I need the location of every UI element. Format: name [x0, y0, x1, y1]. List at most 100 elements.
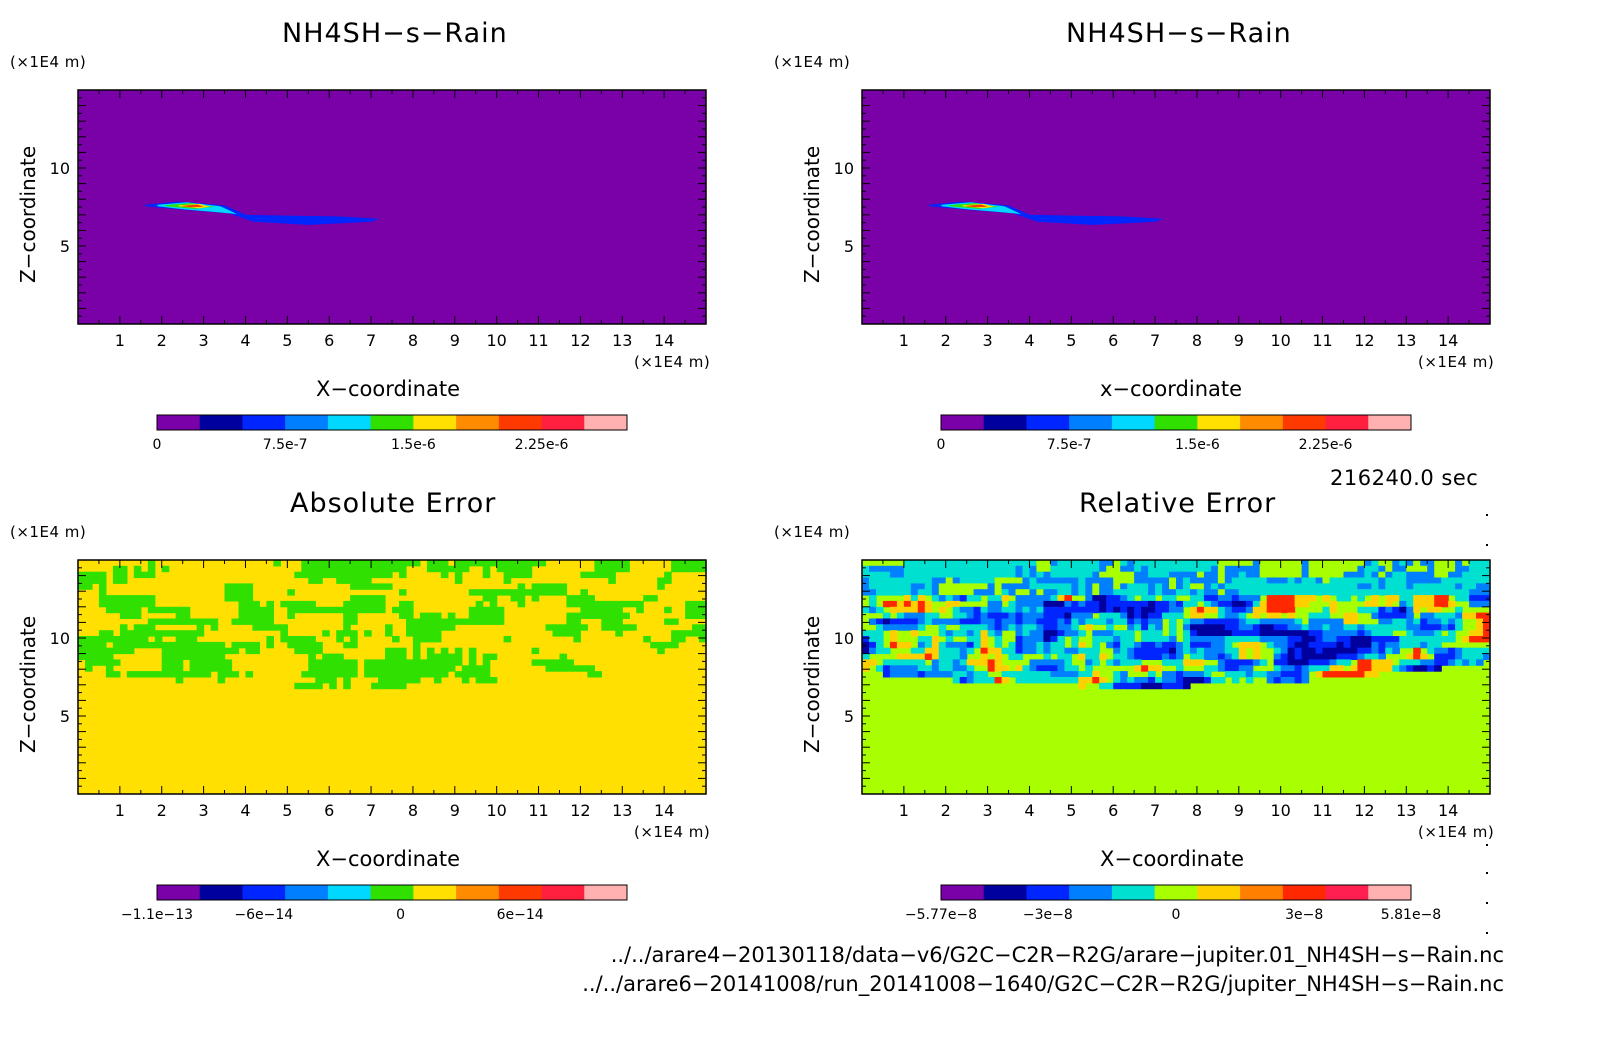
noise-cell	[1113, 677, 1121, 684]
noise-cell	[98, 647, 107, 655]
noise-cell	[1336, 671, 1345, 678]
noise-cell	[1392, 612, 1400, 619]
x-tick-label: 7	[1150, 331, 1160, 350]
noise-cell	[1134, 565, 1142, 573]
noise-cell	[1190, 560, 1198, 567]
noise-cell	[924, 565, 933, 573]
noise-cell	[357, 583, 365, 590]
noise-cell	[587, 571, 595, 579]
noise-cell	[678, 636, 686, 643]
noise-cell	[1399, 636, 1407, 643]
noise-cell	[1141, 612, 1149, 619]
noise-cell	[1252, 595, 1261, 602]
noise-cell	[1469, 565, 1477, 573]
noise-cell	[980, 606, 989, 614]
noise-cell	[1224, 647, 1233, 655]
noise-cell	[140, 641, 149, 649]
noise-cell	[1169, 577, 1177, 584]
x-tick-label: 1	[115, 331, 125, 350]
noise-cell	[1015, 577, 1024, 584]
noise-cell	[615, 560, 623, 567]
noise-cell	[406, 618, 414, 625]
noise-cell	[1224, 671, 1233, 678]
noise-cell	[1462, 595, 1470, 602]
noise-cell	[1315, 647, 1324, 655]
noise-cell	[1099, 606, 1107, 614]
noise-cell	[1169, 641, 1177, 649]
noise-cell	[392, 565, 400, 573]
noise-cell	[238, 641, 247, 649]
noise-cell	[371, 595, 379, 602]
noise-cell	[1287, 606, 1296, 614]
noise-cell	[399, 665, 407, 672]
noise-cell	[1036, 647, 1044, 655]
noise-cell	[1315, 583, 1324, 590]
noise-cell	[1043, 653, 1051, 660]
noise-cell	[1301, 583, 1310, 590]
noise-cell	[587, 665, 595, 672]
noise-cell	[1050, 600, 1058, 608]
noise-cell	[1301, 636, 1310, 643]
noise-cell	[952, 647, 961, 655]
noise-cell	[1343, 577, 1352, 584]
colorbar-label: 0	[1172, 907, 1181, 923]
noise-cell	[1036, 677, 1044, 684]
noise-cell	[966, 583, 975, 590]
noise-cell	[615, 630, 623, 637]
noise-cell	[252, 600, 260, 608]
noise-cell	[1224, 571, 1233, 579]
noise-cell	[406, 624, 414, 631]
noise-cell	[1155, 682, 1163, 690]
noise-cell	[1315, 589, 1324, 596]
noise-cell	[1434, 606, 1442, 614]
noise-cell	[1469, 589, 1477, 596]
noise-cell	[1287, 595, 1296, 602]
noise-cell	[1357, 595, 1365, 602]
noise-cell	[350, 571, 358, 579]
noise-cell	[1322, 659, 1331, 666]
noise-cell	[1378, 618, 1386, 625]
noise-cell	[1210, 677, 1219, 684]
noise-cell	[1322, 671, 1331, 678]
noise-cell	[196, 624, 205, 631]
noise-cell	[945, 583, 954, 590]
noise-cell	[882, 577, 891, 584]
noise-cell	[399, 647, 407, 655]
noise-cell	[1469, 583, 1477, 590]
noise-cell	[994, 641, 1003, 649]
noise-cell	[315, 606, 323, 614]
colorbar-swatch	[541, 885, 585, 900]
noise-cell	[85, 653, 93, 660]
noise-cell	[308, 671, 316, 678]
noise-cell	[896, 583, 905, 590]
noise-cell	[1413, 636, 1421, 643]
noise-cell	[1008, 647, 1017, 655]
noise-cell	[945, 671, 954, 678]
noise-cell	[1399, 618, 1407, 625]
noise-cell	[1113, 606, 1121, 614]
noise-cell	[1029, 636, 1038, 643]
noise-cell	[85, 665, 93, 672]
noise-cell	[1217, 560, 1226, 567]
chart-title: NH4SH−s−Rain	[282, 18, 508, 49]
noise-cell	[1420, 659, 1428, 666]
noise-cell	[482, 659, 491, 666]
noise-cell	[1078, 612, 1086, 619]
noise-cell	[1190, 647, 1198, 655]
noise-cell	[1217, 606, 1226, 614]
noise-cell	[1469, 595, 1477, 602]
noise-cell	[1259, 624, 1268, 631]
noise-cell	[1162, 600, 1170, 608]
noise-cell	[917, 583, 926, 590]
marker-dot	[1486, 872, 1488, 874]
noise-cell	[371, 571, 379, 579]
noise-cell	[664, 571, 672, 579]
x-tick-label: 2	[157, 331, 167, 350]
noise-cell	[92, 636, 100, 643]
noise-cell	[1141, 606, 1149, 614]
noise-cell	[1162, 659, 1170, 666]
noise-cell	[952, 665, 961, 672]
noise-cell	[1483, 630, 1491, 637]
colorbar-swatch	[941, 415, 985, 430]
noise-cell	[924, 577, 933, 584]
